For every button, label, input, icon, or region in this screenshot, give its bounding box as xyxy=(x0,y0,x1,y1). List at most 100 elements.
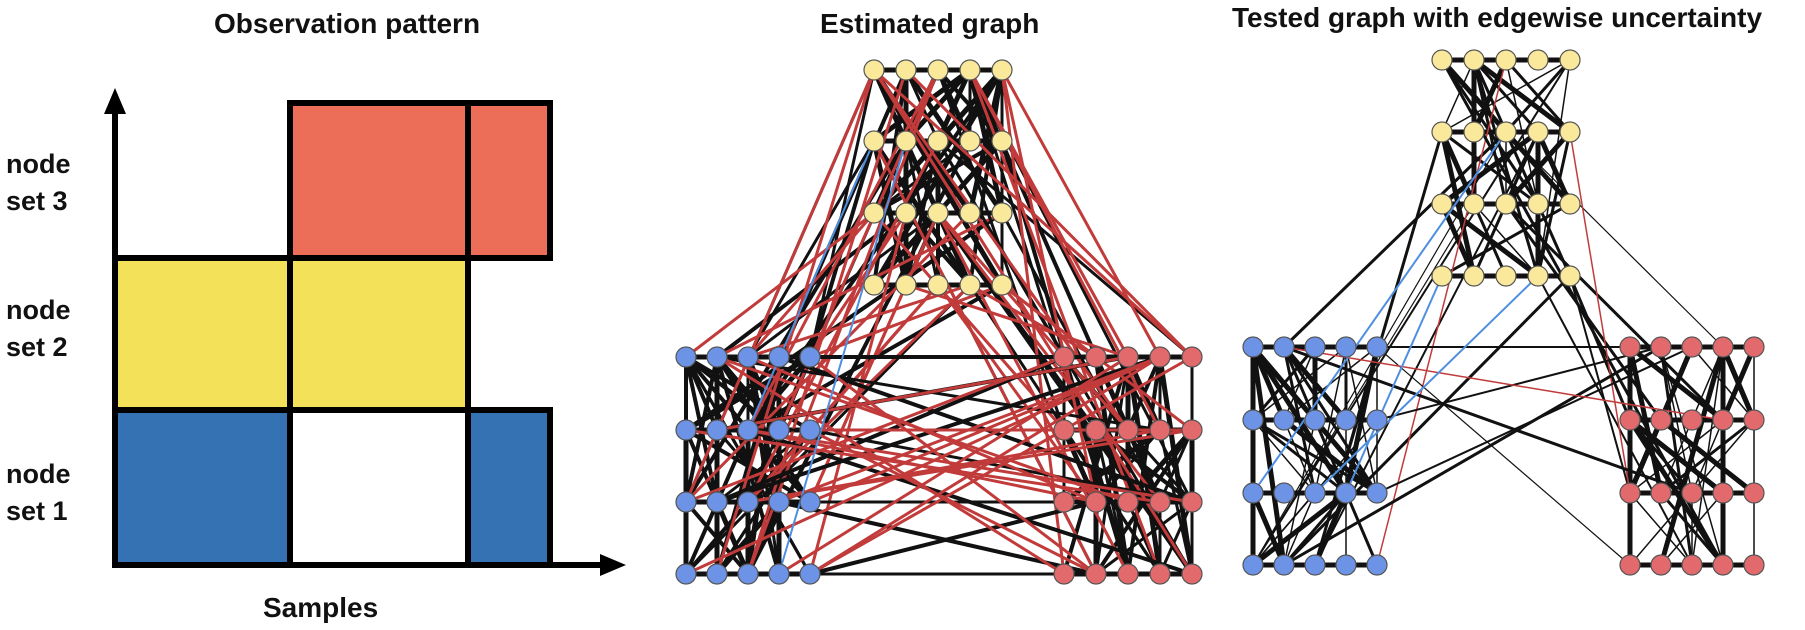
tested-node-yellow-17 xyxy=(1495,265,1517,287)
tested-edge-3 xyxy=(1472,58,1572,134)
tested-node-yellow-15 xyxy=(1431,265,1453,287)
row-label-node-set-3: node set 3 xyxy=(6,149,71,216)
tested-edge-125 xyxy=(1282,274,1572,567)
estimated-node-blue-10 xyxy=(675,491,697,513)
row-label-node-set-1: node set 1 xyxy=(6,459,71,526)
estimated-node-yellow-19 xyxy=(991,274,1013,296)
tested-node-blue-0 xyxy=(1242,336,1264,358)
tested-edge-70 xyxy=(1283,346,1378,494)
estimated-edge-198 xyxy=(904,68,1194,359)
tested-edge-29 xyxy=(1505,59,1571,133)
tested-edge-75 xyxy=(1251,346,1317,421)
estimated-node-red-2 xyxy=(1117,346,1139,368)
estimated-edge-196 xyxy=(872,69,1130,431)
estimated-node-blue-13 xyxy=(768,491,790,513)
tested-node-blue-3 xyxy=(1335,336,1357,358)
observation-pattern-panel xyxy=(104,88,626,576)
tested-edge-27 xyxy=(1440,59,1540,205)
tested-node-yellow-13 xyxy=(1527,193,1549,215)
estimated-node-red-9 xyxy=(1181,419,1203,441)
estimated-edge-159 xyxy=(746,69,940,575)
tested-edge-148 xyxy=(1345,275,1443,494)
estimated-node-yellow-12 xyxy=(927,202,949,224)
tested-node-blue-6 xyxy=(1273,409,1295,431)
tested-edge-146 xyxy=(1314,275,1539,494)
tested-node-blue-17 xyxy=(1304,554,1326,576)
tested-node-red-14 xyxy=(1743,482,1765,504)
tested-edge-110 xyxy=(1660,346,1693,566)
samples-axis-label: Samples xyxy=(263,592,379,623)
estimated-node-blue-18 xyxy=(768,563,790,585)
estimated-node-blue-14 xyxy=(799,491,821,513)
tested-node-yellow-11 xyxy=(1463,193,1485,215)
tested-edge-108 xyxy=(1627,346,1664,494)
tested-node-blue-18 xyxy=(1335,554,1357,576)
tested-edge-129 xyxy=(1376,59,1507,566)
tested-node-red-15 xyxy=(1619,554,1641,576)
tested-node-red-18 xyxy=(1712,554,1734,576)
estimated-node-red-8 xyxy=(1149,419,1171,441)
estimated-edge-226 xyxy=(716,355,1129,432)
estimated-node-red-4 xyxy=(1181,346,1203,368)
tested-edge-134 xyxy=(1505,131,1724,348)
tested-edge-7 xyxy=(1441,59,1475,133)
estimated-node-yellow-6 xyxy=(895,130,917,152)
estimated-node-red-1 xyxy=(1085,346,1107,368)
estimated-node-red-18 xyxy=(1149,563,1171,585)
block-empty xyxy=(287,407,471,568)
estimated-node-red-6 xyxy=(1085,419,1107,441)
tested-edge-38 xyxy=(1472,59,1540,133)
estimated-node-blue-11 xyxy=(706,491,728,513)
tested-node-blue-5 xyxy=(1242,409,1264,431)
estimated-edge-0 xyxy=(968,69,1004,286)
tested-edge-137 xyxy=(1569,131,1631,494)
estimated-node-blue-19 xyxy=(799,563,821,585)
tested-node-blue-14 xyxy=(1366,482,1388,504)
block-set3-a xyxy=(287,100,471,261)
tested-node-yellow-0 xyxy=(1431,49,1453,71)
tested-edge-131 xyxy=(1569,275,1631,494)
tested-node-red-0 xyxy=(1619,336,1641,358)
estimated-edge-201 xyxy=(936,212,1130,575)
estimated-edge-206 xyxy=(809,500,1097,576)
tested-node-red-7 xyxy=(1681,409,1703,431)
tested-node-blue-1 xyxy=(1273,336,1295,358)
estimated-node-yellow-5 xyxy=(863,130,885,152)
tested-edge-36 xyxy=(1440,130,1540,206)
block-set2-b xyxy=(287,255,471,413)
estimated-node-yellow-3 xyxy=(959,59,981,81)
estimated-edge-220 xyxy=(809,355,1161,576)
tested-node-yellow-16 xyxy=(1463,265,1485,287)
estimated-node-yellow-2 xyxy=(927,59,949,81)
tested-node-yellow-8 xyxy=(1527,121,1549,143)
x-axis-arrow xyxy=(600,554,626,576)
estimated-node-blue-15 xyxy=(675,563,697,585)
tested-edge-64 xyxy=(1282,346,1379,566)
tested-edge-1 xyxy=(1439,131,1477,277)
estimated-edge-97 xyxy=(1158,501,1194,575)
row-label-node-set-2: node set 2 xyxy=(6,295,71,362)
tested-node-red-10 xyxy=(1619,482,1641,504)
estimated-node-blue-8 xyxy=(768,419,790,441)
block-set2-a xyxy=(112,255,293,413)
estimated-node-red-7 xyxy=(1117,419,1139,441)
tested-edge-136 xyxy=(1440,59,1725,566)
estimated-edge-108 xyxy=(1158,429,1194,503)
tested-node-blue-11 xyxy=(1273,482,1295,504)
estimated-node-red-10 xyxy=(1053,491,1075,513)
tested-node-red-16 xyxy=(1650,554,1672,576)
tested-node-yellow-12 xyxy=(1495,193,1517,215)
block-set3-b xyxy=(465,100,553,261)
tested-edge-37 xyxy=(1441,202,1571,278)
tested-edge-58 xyxy=(1283,346,1347,421)
tested-edge-79 xyxy=(1250,345,1349,495)
tested-node-red-11 xyxy=(1650,482,1672,504)
tested-edge-76 xyxy=(1251,492,1286,566)
estimated-edge-162 xyxy=(685,211,875,359)
tested-node-yellow-5 xyxy=(1431,121,1453,143)
estimated-node-yellow-13 xyxy=(959,202,981,224)
tested-node-red-5 xyxy=(1619,409,1641,431)
estimated-edge-230 xyxy=(716,355,1065,576)
tested-node-red-2 xyxy=(1681,336,1703,358)
estimated-edge-191 xyxy=(872,69,1194,575)
